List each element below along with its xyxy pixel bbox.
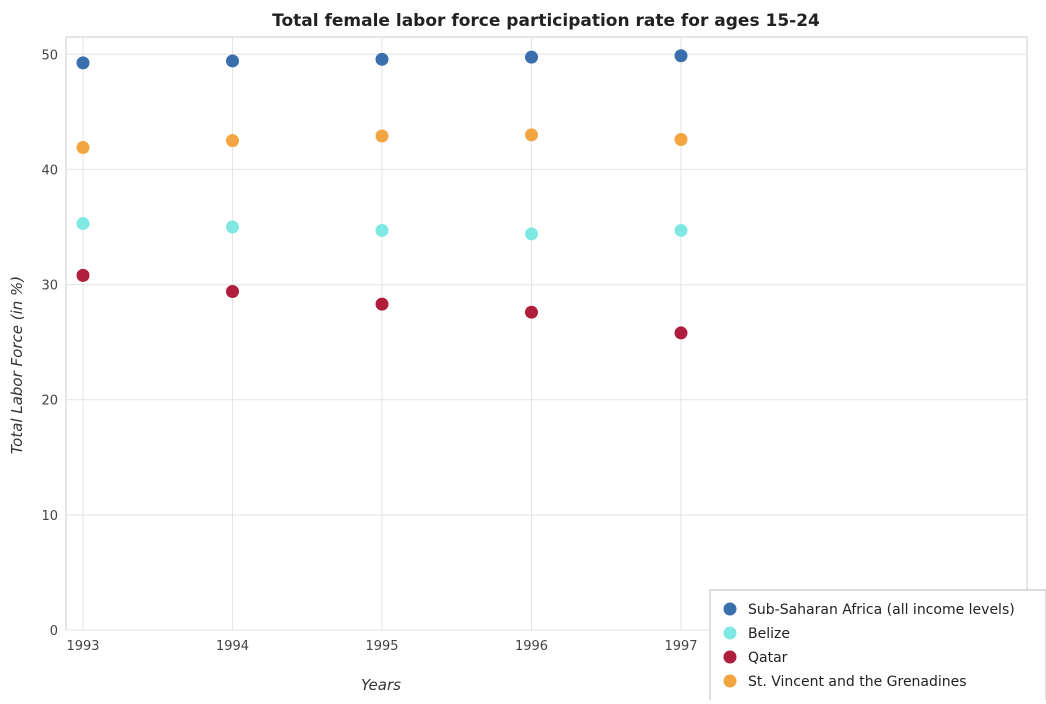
series-group — [76, 49, 688, 70]
data-point — [226, 220, 239, 234]
series-group — [76, 217, 688, 241]
legend-marker — [723, 650, 737, 664]
plot-frame — [65, 36, 1028, 631]
y-tick-label: 50 — [41, 48, 58, 63]
data-point — [226, 284, 239, 298]
legend-marker — [723, 602, 737, 616]
series-group — [76, 268, 688, 340]
data-point — [226, 134, 239, 148]
data-point — [375, 297, 389, 311]
data-point — [375, 129, 389, 143]
data-point — [76, 268, 90, 282]
legend-box — [709, 589, 1046, 703]
x-tick-label: 1993 — [66, 639, 99, 654]
data-point — [375, 52, 389, 66]
y-tick-label: 10 — [41, 509, 58, 524]
series-group — [76, 128, 688, 155]
x-tick-label: 1994 — [216, 639, 249, 654]
data-point — [674, 223, 688, 237]
plot-area — [65, 36, 1028, 631]
series-layer — [76, 49, 688, 340]
data-point — [76, 217, 90, 231]
legend: Sub-Saharan Africa (all income levels) Be… — [709, 589, 1046, 703]
legend-label: St. Vincent and the Grenadines — [748, 674, 967, 690]
x-tick-label: 1997 — [664, 639, 697, 654]
legend-marker — [723, 626, 737, 640]
data-point — [674, 326, 688, 340]
y-axis-ticks: 0 10 20 30 40 50 — [41, 48, 58, 639]
data-point — [525, 128, 538, 142]
legend-label: Belize — [748, 626, 790, 642]
y-tick-label: 40 — [41, 163, 58, 178]
data-point — [76, 56, 90, 70]
legend-label: Qatar — [748, 650, 788, 666]
y-tick-label: 0 — [50, 624, 58, 639]
y-axis-label: Total Labor Force (in %) — [8, 276, 26, 454]
legend-marker — [723, 674, 737, 688]
data-point — [375, 223, 389, 237]
x-tick-label: 1995 — [365, 639, 398, 654]
data-point — [674, 132, 688, 146]
data-point — [226, 54, 239, 68]
x-axis-label: Years — [361, 676, 401, 694]
data-point — [525, 50, 538, 64]
data-point — [76, 141, 90, 155]
y-tick-label: 30 — [41, 279, 58, 294]
data-point — [674, 49, 688, 63]
y-tick-label: 20 — [41, 394, 58, 409]
legend-label: Sub-Saharan Africa (all income levels) — [748, 602, 1015, 618]
data-point — [525, 227, 538, 241]
data-point — [525, 305, 538, 319]
x-tick-label: 1996 — [515, 639, 548, 654]
x-axis-ticks: 1993 1994 1995 1996 1997 — [66, 639, 697, 654]
chart-title: Total female labor force participation r… — [272, 11, 820, 31]
